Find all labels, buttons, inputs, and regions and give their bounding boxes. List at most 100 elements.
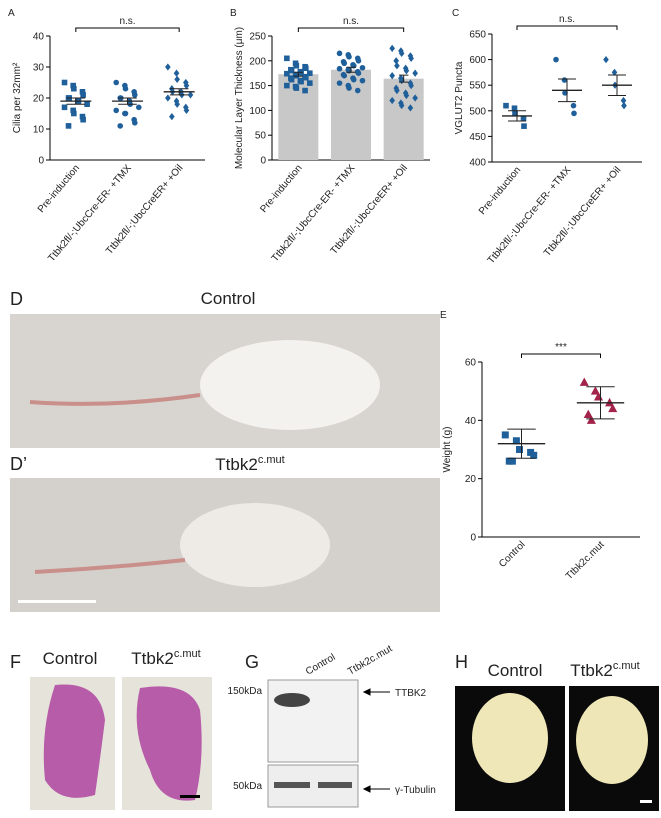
- y-axis-label: Molecular Layer Thickness (μm): [234, 27, 245, 169]
- panel-letter: D: [10, 289, 23, 309]
- dot: [293, 62, 300, 69]
- dot: [583, 409, 593, 418]
- arrow: [362, 785, 390, 793]
- error-bar: [558, 78, 576, 103]
- panel-letter: A: [8, 8, 15, 19]
- band: [274, 782, 310, 788]
- dot: [341, 60, 348, 67]
- error-bar: [398, 74, 409, 83]
- brain: [576, 696, 648, 784]
- dot: [608, 403, 618, 413]
- y-axis-label: Weight (g): [442, 427, 453, 473]
- dot: [122, 110, 129, 117]
- dot: [307, 70, 313, 76]
- label: Ttbk2c.mut: [570, 660, 639, 680]
- dot: [303, 74, 309, 81]
- dot: [579, 377, 589, 386]
- dot: [562, 90, 568, 96]
- dot: [165, 94, 171, 102]
- error-bar: [508, 110, 526, 122]
- y-tick-label: 20: [465, 474, 477, 485]
- dot: [80, 92, 86, 98]
- dot: [508, 457, 516, 465]
- label: Control: [43, 649, 98, 668]
- title-sup: c.mut: [258, 454, 285, 466]
- annotation: ***: [555, 342, 567, 353]
- error-bar: [169, 88, 189, 96]
- x-tick-label: Pre-induction: [258, 163, 304, 215]
- x-tick-label: Ttbk2fl/-;UbcCre-ER- +TMX: [486, 165, 574, 267]
- panel-letter: G: [245, 652, 259, 672]
- label-text: Ttbk2: [570, 661, 613, 680]
- tissue: [43, 684, 105, 798]
- error-bar: [586, 386, 615, 420]
- y-tick-label: 10: [33, 125, 45, 136]
- dot: [307, 80, 313, 86]
- y-tick-label: 650: [469, 30, 486, 41]
- y-tick-label: 40: [33, 32, 45, 43]
- dot: [183, 78, 189, 87]
- y-tick-label: 30: [33, 63, 45, 74]
- tissue: [136, 686, 202, 801]
- dot: [512, 110, 518, 117]
- dot: [412, 69, 418, 77]
- dot: [571, 110, 577, 117]
- dot: [303, 65, 309, 72]
- panel-letter: D’: [10, 454, 27, 474]
- dot: [288, 67, 295, 74]
- y-tick-label: 600: [469, 55, 486, 66]
- annotation: n.s.: [343, 16, 359, 27]
- dot: [79, 89, 86, 95]
- dot: [183, 103, 189, 111]
- dot: [70, 82, 76, 89]
- dot: [84, 101, 90, 107]
- tail: [29, 393, 201, 406]
- scale-bar: [180, 795, 200, 798]
- dot: [520, 115, 527, 122]
- dot: [389, 96, 395, 105]
- dot: [389, 72, 395, 80]
- dot: [61, 79, 68, 86]
- dot: [570, 102, 577, 109]
- lane-label: Control: [304, 652, 337, 678]
- dot: [298, 78, 304, 85]
- dot: [620, 96, 627, 105]
- dot: [355, 58, 362, 64]
- dot: [113, 107, 119, 114]
- title-text: Ttbk2: [215, 455, 258, 474]
- label-sup: c.mut: [613, 660, 640, 672]
- dot: [284, 70, 290, 77]
- scale-bar: [18, 600, 96, 603]
- dot: [350, 76, 357, 83]
- y-tick-label: 0: [470, 533, 476, 544]
- mouse: [200, 340, 380, 430]
- dot: [503, 102, 509, 109]
- y-tick-label: 500: [469, 106, 486, 117]
- panel-letter: E: [440, 310, 447, 321]
- band: [274, 693, 310, 707]
- panel-letter: F: [10, 652, 21, 672]
- dot: [553, 56, 559, 63]
- dot: [393, 57, 399, 65]
- band-label: γ-Tubulin: [395, 785, 436, 796]
- dot: [407, 104, 414, 112]
- x-tick-label: Control: [497, 539, 528, 570]
- lane-label: Ttbk2c.mut: [346, 643, 395, 677]
- y-tick-label: 60: [465, 358, 477, 369]
- dot: [293, 85, 300, 91]
- annotation: n.s.: [559, 14, 575, 25]
- dot: [398, 101, 405, 110]
- dot: [516, 446, 523, 453]
- error-bar: [118, 97, 137, 105]
- photo-title: Ttbk2c.mut: [215, 454, 284, 474]
- dot: [403, 67, 410, 75]
- dot: [174, 100, 180, 108]
- photo-title: Control: [201, 289, 256, 308]
- label-text: Ttbk2: [131, 649, 174, 668]
- label: Ttbk2c.mut: [131, 648, 200, 668]
- panel-letter: H: [455, 652, 468, 672]
- annotation: n.s.: [119, 16, 135, 27]
- error-bar: [346, 66, 356, 73]
- dot: [183, 106, 190, 115]
- x-tick-label: Ttbk2c.mut: [564, 539, 607, 582]
